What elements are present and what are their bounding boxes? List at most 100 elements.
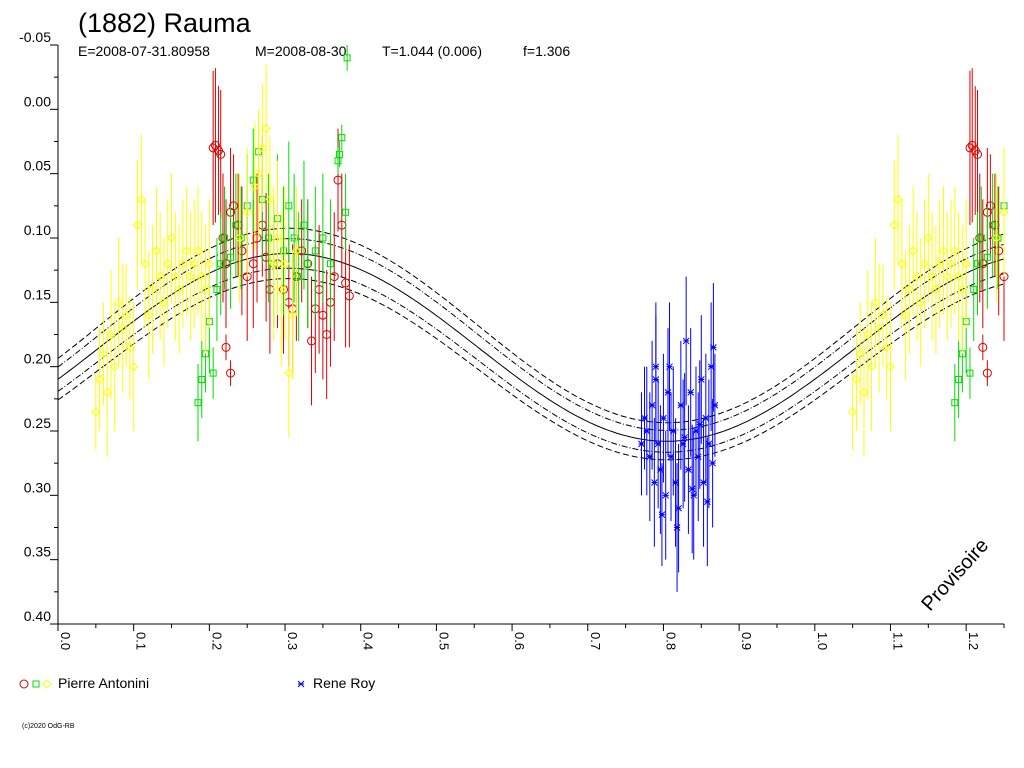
data-point — [94, 374, 105, 385]
y-tick-label: 0.20 — [24, 351, 51, 367]
axes — [57, 45, 1004, 625]
series-circle — [208, 68, 1009, 406]
data-point — [942, 271, 952, 282]
legend-marker-diamond — [42, 679, 52, 689]
data-point — [147, 284, 158, 295]
data-point — [951, 399, 959, 407]
data-point — [994, 246, 1004, 256]
data-point — [265, 194, 275, 205]
data-point — [975, 233, 985, 243]
data-point — [234, 233, 245, 243]
x-tick-label: 0.4 — [361, 632, 376, 650]
data-point — [978, 259, 988, 269]
period-label: T=1.044 (0.006) — [382, 43, 482, 59]
data-point — [272, 233, 283, 243]
data-point — [966, 369, 974, 377]
data-point — [280, 259, 290, 269]
data-point — [342, 208, 350, 216]
data-point — [170, 271, 181, 282]
data-point — [643, 427, 651, 435]
fourier-order-label: f=1.306 — [523, 43, 570, 59]
data-point — [685, 466, 692, 473]
data-point — [885, 361, 896, 372]
data-point — [660, 414, 667, 422]
data-point — [229, 201, 239, 211]
data-point — [106, 329, 116, 340]
data-point — [651, 479, 658, 486]
series-star — [638, 276, 719, 592]
data-point — [989, 221, 997, 229]
data-point — [113, 297, 124, 308]
data-point — [881, 342, 892, 353]
data-point — [253, 168, 264, 179]
data-point — [136, 194, 146, 205]
data-point — [284, 368, 294, 378]
data-point — [847, 406, 858, 417]
fit-curves — [57, 227, 1005, 461]
data-point — [280, 247, 288, 255]
data-point — [189, 259, 199, 269]
data-point — [934, 259, 945, 269]
data-point — [159, 297, 169, 308]
x-tick-label: 0.6 — [512, 632, 527, 650]
data-point — [110, 361, 120, 372]
data-point — [938, 246, 949, 256]
data-point — [268, 259, 279, 269]
data-point — [174, 284, 184, 295]
data-point — [904, 284, 915, 295]
data-point — [249, 176, 257, 184]
legend-marker-square — [32, 680, 40, 688]
x-tick-label: 0.8 — [663, 632, 678, 650]
data-point — [311, 247, 319, 255]
legend-marker-circle — [19, 679, 29, 689]
data-point — [297, 246, 307, 256]
data-point — [682, 337, 690, 345]
data-point — [916, 297, 926, 308]
data-point — [221, 259, 231, 269]
data-point — [237, 246, 247, 256]
data-point — [985, 201, 995, 211]
data-point — [121, 310, 131, 320]
data-point — [343, 54, 351, 62]
data-point — [155, 271, 165, 282]
data-point — [250, 181, 260, 192]
x-tick-label: 1.0 — [815, 632, 830, 650]
data-point — [662, 491, 670, 499]
data-point — [953, 271, 964, 282]
y-tick-label: 0.15 — [24, 286, 51, 302]
data-point — [178, 259, 188, 269]
data-point — [208, 143, 218, 153]
data-point — [132, 220, 143, 230]
data-point — [703, 498, 711, 506]
data-point — [658, 511, 666, 518]
data-point — [893, 194, 903, 205]
data-point — [218, 233, 228, 243]
data-point — [216, 149, 226, 159]
data-point — [946, 259, 956, 269]
y-tick-label: 0.00 — [24, 93, 51, 109]
x-tick-label: 0.0 — [58, 632, 73, 650]
data-point — [336, 150, 344, 158]
data-point — [870, 297, 881, 308]
data-point — [242, 207, 252, 217]
data-point — [982, 368, 992, 378]
data-point — [117, 323, 128, 333]
data-point — [851, 374, 862, 385]
data-point — [204, 259, 215, 269]
y-tick-label: 0.25 — [24, 415, 51, 431]
data-point — [687, 389, 695, 396]
data-point — [257, 143, 268, 153]
data-point — [144, 310, 154, 320]
data-point — [923, 233, 934, 243]
data-point — [991, 233, 1002, 243]
data-point — [264, 234, 272, 242]
data-point — [252, 233, 262, 243]
fit-curve-main — [57, 252, 1005, 442]
data-point — [213, 285, 221, 293]
data-point — [209, 369, 217, 377]
data-point — [276, 284, 286, 295]
data-point — [128, 361, 139, 372]
data-point — [338, 134, 346, 142]
epoch-label: E=2008-07-31.80958 — [78, 43, 210, 59]
